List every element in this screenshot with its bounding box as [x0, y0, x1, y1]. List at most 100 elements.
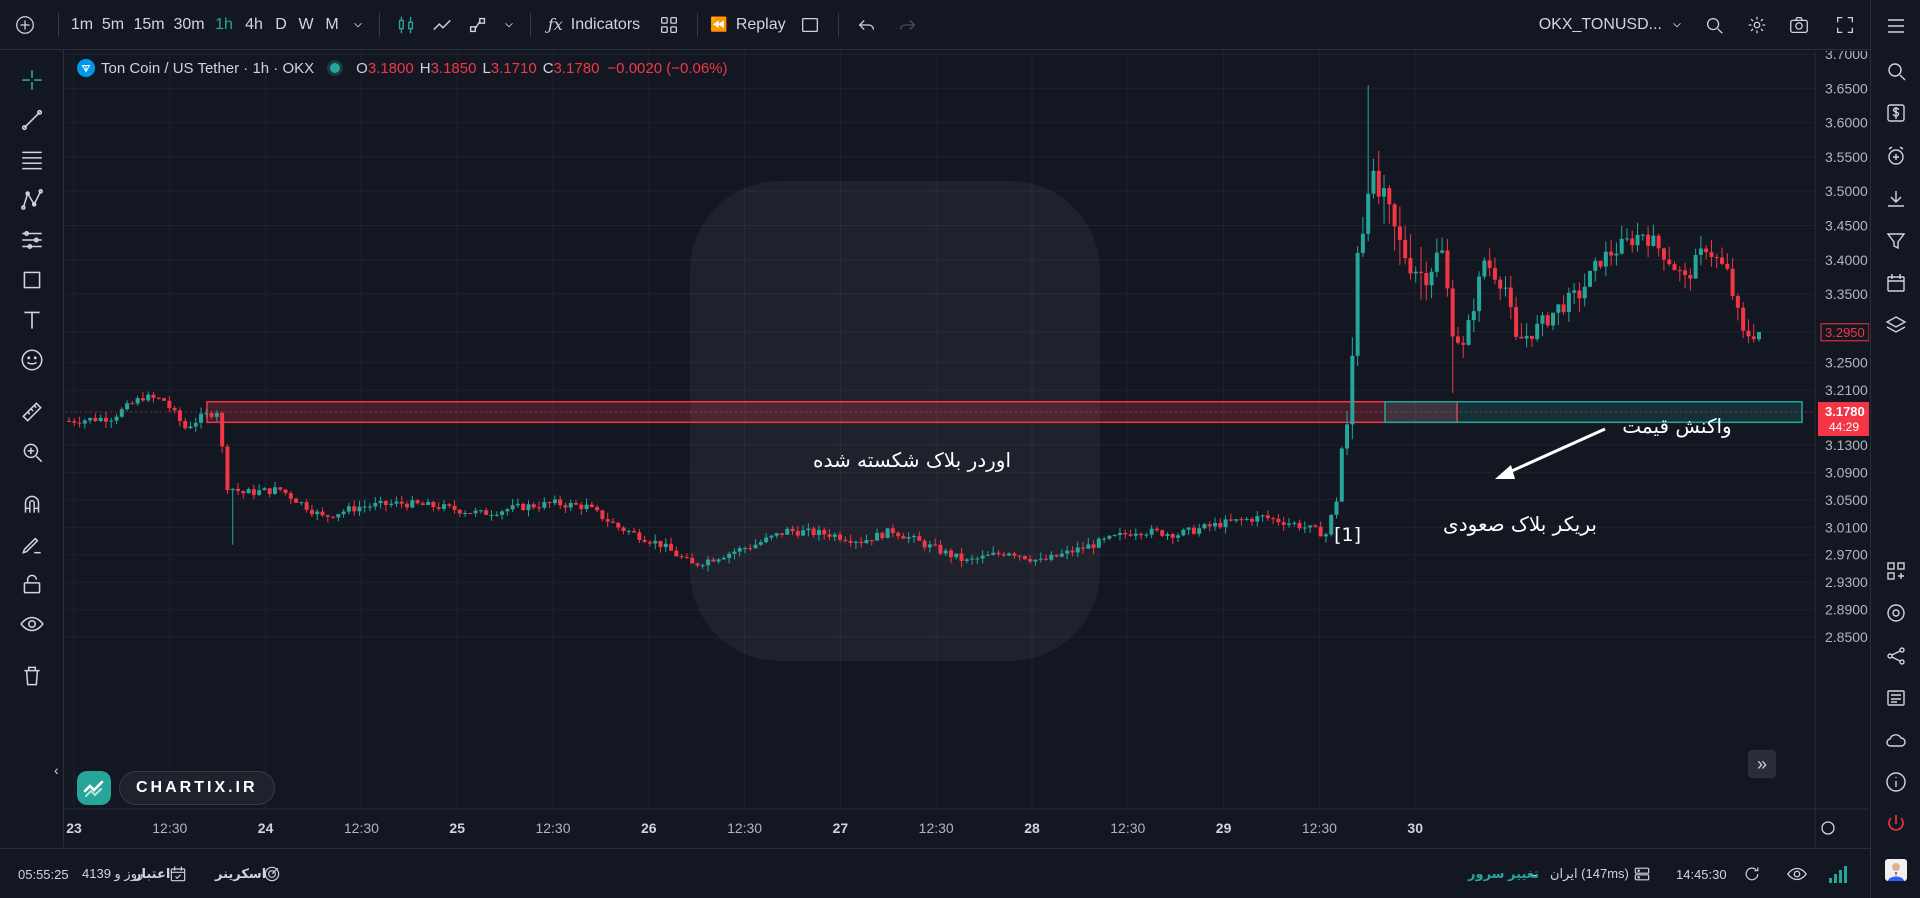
candle-body: [156, 397, 161, 399]
fib-retracement-icon[interactable]: [16, 144, 48, 176]
server-icon[interactable]: [1632, 849, 1652, 898]
interval-m[interactable]: M: [325, 15, 339, 33]
price-tick-label: 3.0100: [1825, 519, 1868, 535]
candle-body: [896, 532, 901, 537]
candle-body: [679, 556, 684, 558]
low-value: 3.1710: [490, 59, 537, 77]
axis-settings-icon[interactable]: [1821, 821, 1835, 835]
candle-body: [1635, 234, 1640, 246]
text-icon[interactable]: [16, 304, 48, 336]
share-icon[interactable]: [1880, 640, 1912, 672]
calendar-icon[interactable]: [1880, 267, 1912, 299]
interval-30m[interactable]: 30m: [173, 15, 205, 33]
chevron-down-icon[interactable]: [496, 0, 522, 50]
candle-body: [732, 551, 737, 554]
news-icon[interactable]: [1880, 682, 1912, 714]
layers-icon[interactable]: [1880, 309, 1912, 341]
interval-4h[interactable]: 4h: [245, 15, 263, 33]
power-icon[interactable]: [1880, 808, 1912, 840]
symbol-selector[interactable]: OKX_TONUSD...: [1538, 15, 1662, 33]
emoji-icon[interactable]: [16, 344, 48, 376]
crosshair-icon[interactable]: [16, 64, 48, 96]
magnet-icon[interactable]: [16, 488, 48, 520]
candle-body: [1434, 252, 1439, 272]
calendar-check-icon[interactable]: [168, 849, 188, 898]
candle-body: [304, 502, 309, 510]
screener-label[interactable]: اسکرینر: [215, 866, 267, 881]
candle-body: [1038, 558, 1043, 560]
line-chart-icon[interactable]: [424, 0, 460, 50]
candle-body: [1228, 519, 1233, 521]
zoom-icon[interactable]: [16, 436, 48, 468]
indicators-button[interactable]: ƒx Indicators: [539, 0, 649, 50]
layout-icon[interactable]: [790, 0, 830, 50]
candle-body: [959, 553, 964, 561]
change-server-link[interactable]: تغییر سرور: [1468, 866, 1539, 881]
candle-body: [1017, 555, 1022, 557]
candle-body: [653, 540, 658, 544]
watchlist-search-icon[interactable]: [1880, 55, 1912, 87]
candle-body: [1566, 292, 1571, 313]
candles-icon[interactable]: [388, 0, 424, 50]
download-icon[interactable]: [1880, 183, 1912, 215]
compare-icon[interactable]: [460, 0, 496, 50]
candlestick-chart[interactable]: اوردر بلاک شکسته شده واکنش قیمت بریکر بلاک…: [65, 51, 1869, 847]
interval-d[interactable]: D: [275, 15, 287, 33]
candle-body: [420, 503, 425, 505]
chevron-down-icon[interactable]: [1662, 0, 1692, 50]
change-value: −0.0020 (−0.06%): [607, 59, 728, 77]
chart-pane[interactable]: اوردر بلاک شکسته شده واکنش قیمت بریکر بلاک…: [65, 51, 1869, 847]
redo-icon[interactable]: [887, 0, 927, 50]
scroll-to-realtime-button[interactable]: »: [1748, 750, 1776, 778]
support-icon[interactable]: [1880, 597, 1912, 629]
rectangle-icon[interactable]: [16, 264, 48, 296]
templates-icon[interactable]: [649, 0, 689, 50]
undo-icon[interactable]: [847, 0, 887, 50]
candle-body: [621, 527, 626, 531]
interval-5m[interactable]: 5m: [101, 15, 125, 33]
camera-icon[interactable]: [1778, 0, 1820, 50]
search-icon[interactable]: [1692, 0, 1736, 50]
avatar[interactable]: [1880, 854, 1912, 886]
candle-body: [1482, 260, 1487, 277]
candle-body: [1022, 556, 1027, 560]
fullscreen-icon[interactable]: [1820, 0, 1870, 50]
dollar-icon[interactable]: [1880, 97, 1912, 129]
filter-icon[interactable]: [1880, 225, 1912, 257]
screener-icon[interactable]: [262, 849, 282, 898]
add-symbol-icon[interactable]: [0, 0, 50, 50]
candle-body: [88, 417, 93, 421]
lock-icon[interactable]: [16, 568, 48, 600]
alert-clock-icon[interactable]: [1880, 140, 1912, 172]
gear-icon[interactable]: [1736, 0, 1778, 50]
pattern-icon[interactable]: [16, 184, 48, 216]
symbol-title[interactable]: Ton Coin / US Tether · 1h · OKX: [101, 59, 315, 77]
open-label: O: [356, 59, 368, 77]
divider: [530, 12, 531, 37]
info-icon[interactable]: [1880, 766, 1912, 798]
interval-1h[interactable]: 1h: [215, 15, 233, 33]
widgets-icon[interactable]: [1880, 555, 1912, 587]
refresh-icon[interactable]: [1742, 849, 1762, 898]
candle-body: [589, 504, 594, 508]
trend-line-icon[interactable]: [16, 104, 48, 136]
collapse-arrow-icon[interactable]: ‹: [54, 762, 59, 778]
forecast-icon[interactable]: [16, 224, 48, 256]
trash-icon[interactable]: [16, 660, 48, 692]
menu-icon[interactable]: [1880, 10, 1912, 42]
divider: [379, 12, 380, 37]
pencil-lock-icon[interactable]: [16, 528, 48, 560]
candle-body: [764, 537, 769, 543]
chevron-down-icon[interactable]: [345, 0, 371, 50]
right-toolbar: [1870, 0, 1920, 898]
replay-button[interactable]: ⏪ Replay: [706, 0, 790, 50]
visibility-icon[interactable]: [1786, 849, 1808, 898]
eye-icon[interactable]: [16, 608, 48, 640]
market-status-dot: [330, 63, 341, 73]
interval-w[interactable]: W: [298, 15, 314, 33]
cloud-icon[interactable]: [1880, 724, 1912, 756]
bullish-breaker-zone[interactable]: [1384, 400, 1803, 424]
ruler-icon[interactable]: [16, 396, 48, 428]
interval-1m[interactable]: 1m: [70, 15, 94, 33]
interval-15m[interactable]: 15m: [133, 15, 165, 33]
